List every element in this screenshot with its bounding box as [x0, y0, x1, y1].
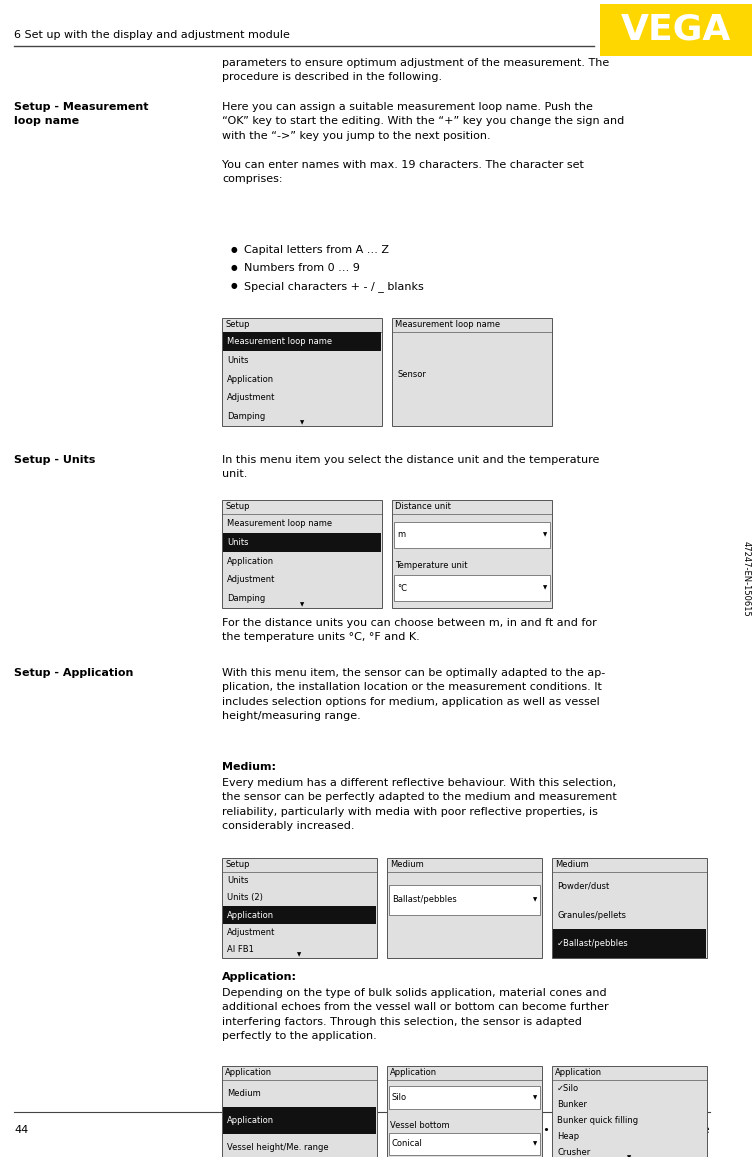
Bar — [223, 1107, 376, 1134]
Text: Units: Units — [227, 538, 249, 547]
Bar — [394, 522, 550, 548]
Text: Bunker quick filling: Bunker quick filling — [557, 1117, 638, 1125]
Text: Application:: Application: — [222, 972, 297, 982]
Text: AI FB1: AI FB1 — [227, 945, 254, 953]
Text: Units (2): Units (2) — [227, 893, 263, 902]
Text: Ballast/pebbles: Ballast/pebbles — [392, 896, 457, 905]
Bar — [553, 929, 706, 958]
Text: ●: ● — [231, 281, 237, 290]
Text: 6 Set up with the display and adjustment module: 6 Set up with the display and adjustment… — [14, 30, 290, 40]
Text: Application: Application — [555, 1068, 602, 1077]
Text: ▼: ▼ — [533, 1096, 537, 1100]
Bar — [389, 1133, 540, 1156]
Text: Distance unit: Distance unit — [395, 502, 451, 511]
Text: Every medium has a different reflective behaviour. With this selection,
the sens: Every medium has a different reflective … — [222, 778, 617, 831]
Text: Setup - Application: Setup - Application — [14, 668, 133, 678]
Text: ▼: ▼ — [543, 585, 547, 591]
Bar — [222, 858, 377, 958]
Text: ●: ● — [231, 245, 237, 255]
Bar — [552, 858, 707, 958]
Text: Sensor: Sensor — [397, 369, 426, 378]
Text: Damping: Damping — [227, 594, 265, 603]
Text: Setup - Measurement
loop name: Setup - Measurement loop name — [14, 102, 148, 126]
Text: ▼: ▼ — [533, 1142, 537, 1147]
Text: Application: Application — [227, 557, 274, 566]
Text: Measurement loop name: Measurement loop name — [227, 518, 332, 528]
Text: Application: Application — [227, 1117, 274, 1125]
Bar — [552, 1066, 707, 1157]
Bar — [223, 906, 376, 923]
Bar — [389, 1086, 540, 1110]
Text: Heap: Heap — [557, 1133, 579, 1141]
Bar — [392, 318, 552, 426]
Text: Powder/dust: Powder/dust — [557, 882, 609, 891]
Text: ●: ● — [231, 263, 237, 272]
Text: Units: Units — [227, 876, 249, 885]
Text: Medium: Medium — [227, 1089, 261, 1098]
Bar — [394, 575, 550, 602]
Text: 44: 44 — [14, 1125, 28, 1135]
Text: VEGAPULS 69 • 4 … 20 mA/HART • two-wire: VEGAPULS 69 • 4 … 20 mA/HART • two-wire — [463, 1125, 710, 1135]
Bar — [387, 1066, 542, 1157]
Text: Granules/pellets: Granules/pellets — [557, 911, 626, 920]
Text: Medium:: Medium: — [222, 762, 276, 772]
Text: Setup: Setup — [225, 860, 249, 869]
Text: Medium: Medium — [390, 860, 424, 869]
Text: Adjustment: Adjustment — [227, 928, 275, 937]
Text: parameters to ensure optimum adjustment of the measurement. The
procedure is des: parameters to ensure optimum adjustment … — [222, 58, 609, 82]
Text: Special characters + - / _ blanks: Special characters + - / _ blanks — [244, 281, 424, 292]
Text: Measurement loop name: Measurement loop name — [227, 337, 332, 346]
Text: Units: Units — [227, 355, 249, 364]
Text: ▼: ▼ — [533, 898, 537, 902]
Bar — [600, 3, 752, 56]
Text: Setup: Setup — [225, 502, 249, 511]
Text: Adjustment: Adjustment — [227, 575, 275, 584]
Text: Capital letters from A … Z: Capital letters from A … Z — [244, 245, 389, 255]
Text: ▼: ▼ — [627, 1155, 631, 1157]
Text: Here you can assign a suitable measurement loop name. Push the
“OK” key to start: Here you can assign a suitable measureme… — [222, 102, 624, 184]
Text: Vessel bottom: Vessel bottom — [390, 1120, 450, 1129]
Text: 47247-EN-150615: 47247-EN-150615 — [742, 540, 751, 617]
Text: Application: Application — [227, 911, 274, 920]
Bar — [389, 885, 540, 915]
Text: Measurement loop name: Measurement loop name — [395, 320, 500, 329]
Text: For the distance units you can choose between m, in and ft and for
the temperatu: For the distance units you can choose be… — [222, 618, 596, 642]
Bar — [223, 533, 381, 552]
Text: Application: Application — [227, 375, 274, 383]
Text: ✓Ballast/pebbles: ✓Ballast/pebbles — [557, 939, 629, 949]
Text: In this menu item you select the distance unit and the temperature
unit.: In this menu item you select the distanc… — [222, 455, 600, 479]
Text: Crusher: Crusher — [557, 1149, 590, 1157]
Text: Numbers from 0 … 9: Numbers from 0 … 9 — [244, 263, 360, 273]
Text: Medium: Medium — [555, 860, 589, 869]
Text: Setup: Setup — [225, 320, 249, 329]
Text: Vessel height/Me. range: Vessel height/Me. range — [227, 1143, 329, 1152]
Bar — [387, 858, 542, 958]
Bar — [222, 318, 382, 426]
Text: ▼: ▼ — [297, 952, 302, 957]
Text: Depending on the type of bulk solids application, material cones and
additional : Depending on the type of bulk solids app… — [222, 988, 609, 1041]
Bar — [222, 500, 382, 607]
Text: ▼: ▼ — [543, 532, 547, 537]
Text: ▼: ▼ — [300, 602, 304, 607]
Text: ▼: ▼ — [300, 420, 304, 425]
Text: Damping: Damping — [227, 412, 265, 421]
Text: Silo: Silo — [392, 1093, 407, 1103]
Text: Adjustment: Adjustment — [227, 393, 275, 403]
Text: Conical: Conical — [392, 1140, 423, 1149]
Text: VEGA: VEGA — [621, 13, 731, 47]
Text: With this menu item, the sensor can be optimally adapted to the ap-
plication, t: With this menu item, the sensor can be o… — [222, 668, 606, 721]
Text: Temperature unit: Temperature unit — [395, 561, 467, 570]
Bar — [222, 1066, 377, 1157]
Bar — [223, 332, 381, 351]
Text: °C: °C — [397, 584, 407, 592]
Text: Setup - Units: Setup - Units — [14, 455, 95, 465]
Text: Bunker: Bunker — [557, 1100, 587, 1108]
Text: m: m — [397, 530, 405, 539]
Text: Application: Application — [225, 1068, 272, 1077]
Bar — [392, 500, 552, 607]
Text: ✓Silo: ✓Silo — [557, 1084, 579, 1092]
Text: Application: Application — [390, 1068, 437, 1077]
